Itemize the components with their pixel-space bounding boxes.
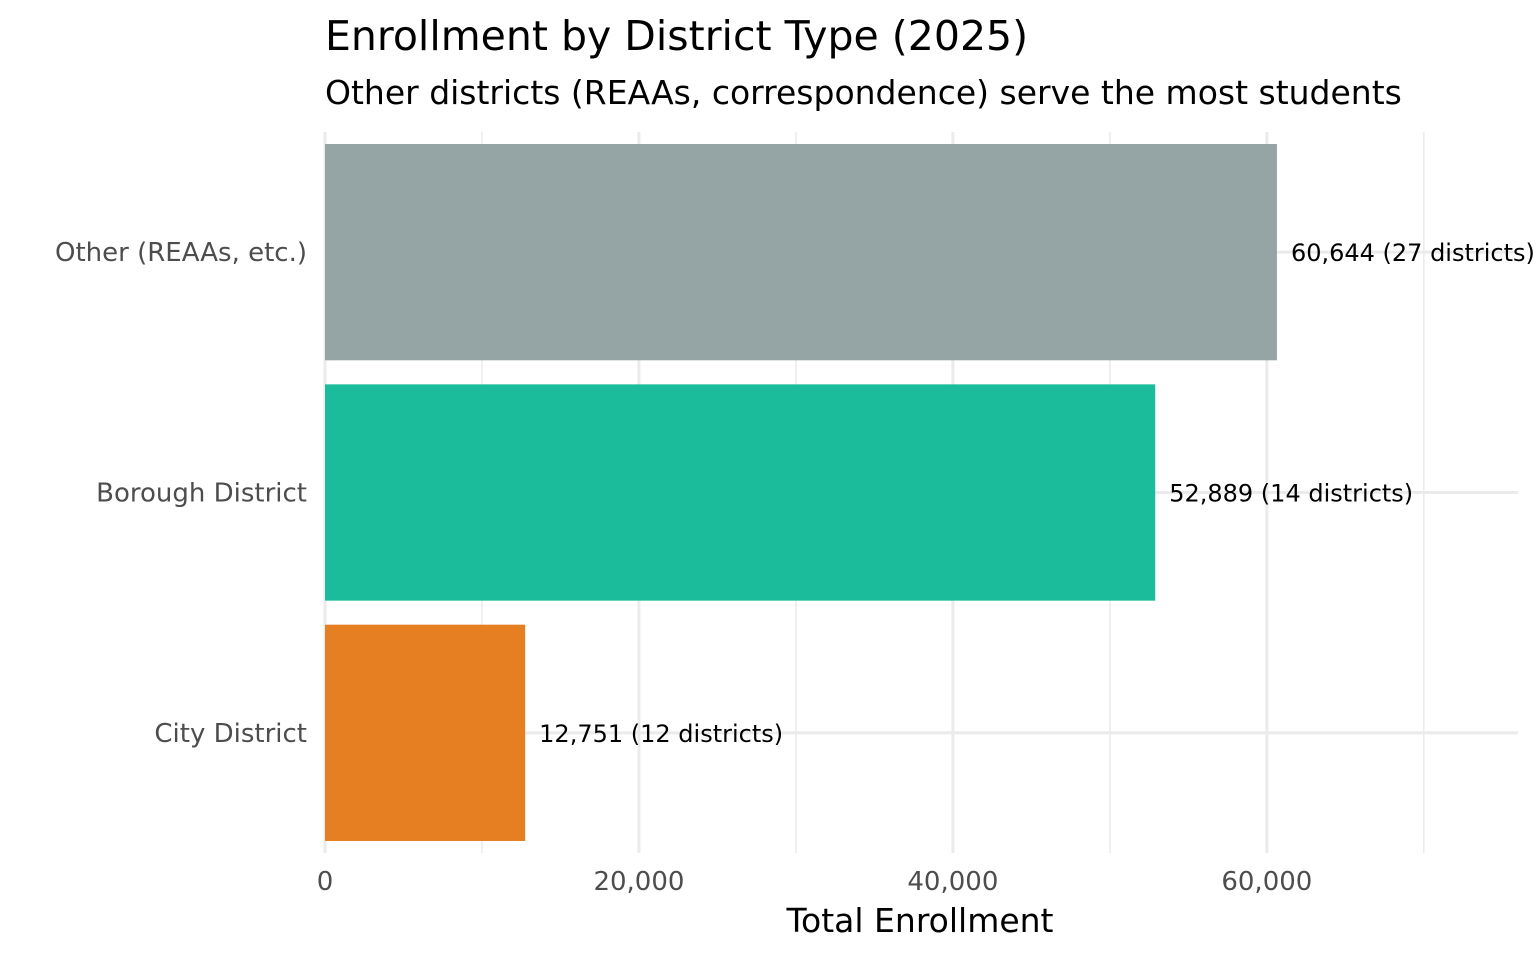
bar-borough-district <box>325 384 1156 601</box>
y-tick-label: Borough District <box>96 479 307 509</box>
bar-data-label: 52,889 (14 districts) <box>1169 480 1413 508</box>
bar-data-label: 12,751 (12 districts) <box>539 720 783 748</box>
y-tick-label: Other (REAAs, etc.) <box>55 238 307 268</box>
chart-title: Enrollment by District Type (2025) <box>325 12 1028 60</box>
x-tick-label: 40,000 <box>907 867 998 897</box>
bar-data-label: 60,644 (27 districts) <box>1291 239 1535 267</box>
x-axis-label: Total Enrollment <box>786 901 1054 940</box>
x-tick-label: 60,000 <box>1221 867 1312 897</box>
y-tick-label: City District <box>154 719 307 749</box>
bar-other-reaas-etc <box>325 144 1277 361</box>
chart-subtitle: Other districts (REAAs, correspondence) … <box>325 73 1402 112</box>
bars <box>325 144 1277 841</box>
x-tick-label: 20,000 <box>593 867 684 897</box>
x-tick-label: 0 <box>317 867 334 897</box>
bar-city-district <box>325 624 526 841</box>
axes: Other (REAAs, etc.) Borough District City … <box>55 238 1312 897</box>
data-labels: 60,644 (27 districts) 52,889 (14 district… <box>539 239 1535 748</box>
